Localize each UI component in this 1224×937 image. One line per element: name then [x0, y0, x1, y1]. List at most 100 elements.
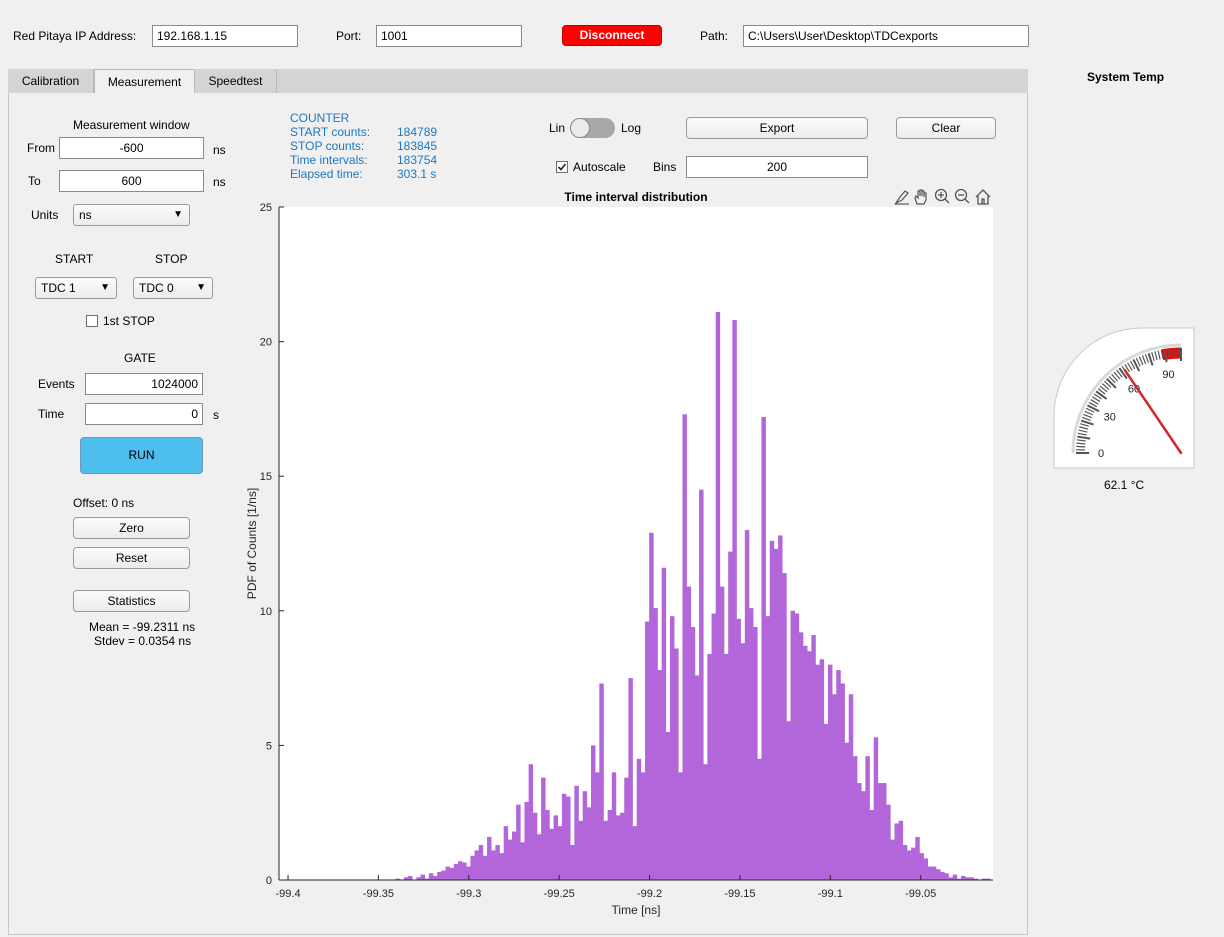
from-field[interactable]: -600 — [59, 137, 204, 159]
lin-label: Lin — [549, 121, 566, 135]
histogram-bar — [956, 878, 962, 880]
zoom-out-icon[interactable] — [954, 188, 970, 204]
histogram-bar — [790, 610, 796, 880]
ip-address-field[interactable]: 192.168.1.15 — [152, 25, 298, 47]
histogram-bar — [744, 530, 750, 880]
pan-icon[interactable] — [914, 189, 927, 205]
gauge-tick — [1077, 435, 1091, 440]
gauge-tick — [1099, 385, 1108, 393]
histogram-bar — [944, 873, 949, 880]
histogram-bar — [981, 878, 987, 880]
histogram-bar — [873, 737, 879, 880]
histogram-bar — [536, 834, 542, 880]
to-field[interactable]: 600 — [59, 170, 204, 192]
first-stop-checkbox[interactable] — [86, 315, 98, 327]
histogram-bar — [590, 745, 596, 880]
gauge-tick — [1111, 373, 1118, 382]
gauge-tick — [1104, 380, 1112, 388]
toggle-knob — [570, 118, 590, 138]
histogram-bar — [403, 877, 409, 880]
histogram-bar — [748, 608, 754, 880]
counter-stop-value: 183845 — [397, 139, 438, 153]
tab-measurement[interactable]: Measurement — [94, 69, 195, 94]
histogram-bar — [936, 869, 941, 880]
home-icon[interactable] — [975, 189, 991, 205]
histogram-bar — [661, 567, 667, 880]
dropdown-arrow-icon: ▼ — [196, 282, 206, 293]
histogram-bar — [877, 783, 883, 880]
histogram-bar — [961, 875, 966, 880]
histogram-bar — [715, 311, 721, 880]
stop-label: STOP — [155, 252, 188, 266]
gauge-tick — [1170, 348, 1173, 358]
histogram-bar — [570, 845, 575, 880]
start-dropdown[interactable]: TDC 1 ▼ — [35, 277, 117, 299]
histogram-bar — [703, 764, 708, 880]
gauge-tick — [1157, 350, 1161, 360]
export-button[interactable]: Export — [686, 117, 868, 139]
gauge-tick — [1078, 429, 1088, 433]
histogram-bar — [478, 845, 484, 880]
histogram-bar — [607, 810, 613, 880]
histogram-bar — [728, 551, 733, 880]
histogram-bar — [487, 836, 492, 880]
units-dropdown[interactable]: ns ▼ — [73, 204, 190, 226]
path-field[interactable]: C:\Users\User\Desktop\TDCexports — [743, 25, 1029, 47]
from-unit: ns — [213, 143, 226, 157]
histogram-bar — [761, 416, 766, 880]
x-tick-label: -99.2 — [637, 888, 662, 900]
run-button[interactable]: RUN — [80, 437, 203, 474]
gauge-tick — [1151, 352, 1155, 361]
histogram-bar — [674, 648, 679, 880]
histogram-bar — [495, 845, 500, 880]
disconnect-button[interactable]: Disconnect — [562, 25, 662, 46]
histogram-bar — [803, 645, 808, 880]
gauge-outer-arc — [1071, 343, 1182, 454]
units-dropdown-value: ns — [79, 208, 92, 222]
x-tick-label: -99.3 — [456, 888, 481, 900]
reset-button[interactable]: Reset — [73, 547, 190, 569]
brush-icon[interactable] — [894, 190, 909, 205]
histogram-bar — [457, 861, 463, 880]
start-dropdown-value: TDC 1 — [41, 281, 76, 295]
histogram-bar — [736, 618, 741, 880]
histogram-bar — [827, 664, 833, 880]
bins-field[interactable]: 200 — [686, 156, 868, 178]
histogram-bar — [586, 807, 592, 880]
statistics-button[interactable]: Statistics — [73, 590, 190, 612]
histogram-bar — [886, 804, 891, 880]
zoom-in-icon[interactable] — [934, 188, 950, 204]
histogram-bar — [778, 535, 783, 880]
gauge-tick — [1129, 360, 1136, 370]
histogram-bar — [769, 540, 775, 880]
histogram-bar — [516, 804, 521, 880]
port-field[interactable]: 1001 — [376, 25, 522, 47]
autoscale-label: Autoscale — [573, 160, 626, 174]
gauge-tick — [1108, 376, 1116, 384]
histogram-bar — [985, 878, 991, 880]
zero-button[interactable]: Zero — [73, 517, 190, 539]
checkmark-icon — [557, 163, 567, 171]
time-field[interactable]: 0 — [85, 403, 203, 425]
histogram-bar — [807, 651, 812, 880]
stop-dropdown[interactable]: TDC 0 ▼ — [133, 277, 213, 299]
histogram-bar — [757, 758, 762, 880]
tab-calibration[interactable]: Calibration — [8, 69, 94, 93]
events-field[interactable]: 1024000 — [85, 373, 203, 395]
x-tick-label: -99.35 — [363, 888, 394, 900]
histogram-bar — [503, 826, 509, 880]
gauge-tick — [1090, 399, 1099, 405]
histogram-bar — [524, 801, 529, 880]
histogram-bar — [557, 826, 563, 880]
tab-speedtest[interactable]: Speedtest — [195, 69, 277, 93]
tab-bar: Calibration Measurement Speedtest — [8, 69, 1028, 94]
gauge-tick — [1132, 358, 1141, 372]
histogram-bar — [798, 632, 804, 880]
clear-button[interactable]: Clear — [896, 117, 996, 139]
lin-log-toggle[interactable] — [570, 118, 615, 138]
autoscale-checkbox[interactable] — [556, 161, 568, 173]
histogram-bar — [927, 866, 933, 880]
dropdown-arrow-icon: ▼ — [173, 209, 183, 220]
histogram-bar — [649, 532, 654, 880]
first-stop-label: 1st STOP — [103, 314, 155, 328]
